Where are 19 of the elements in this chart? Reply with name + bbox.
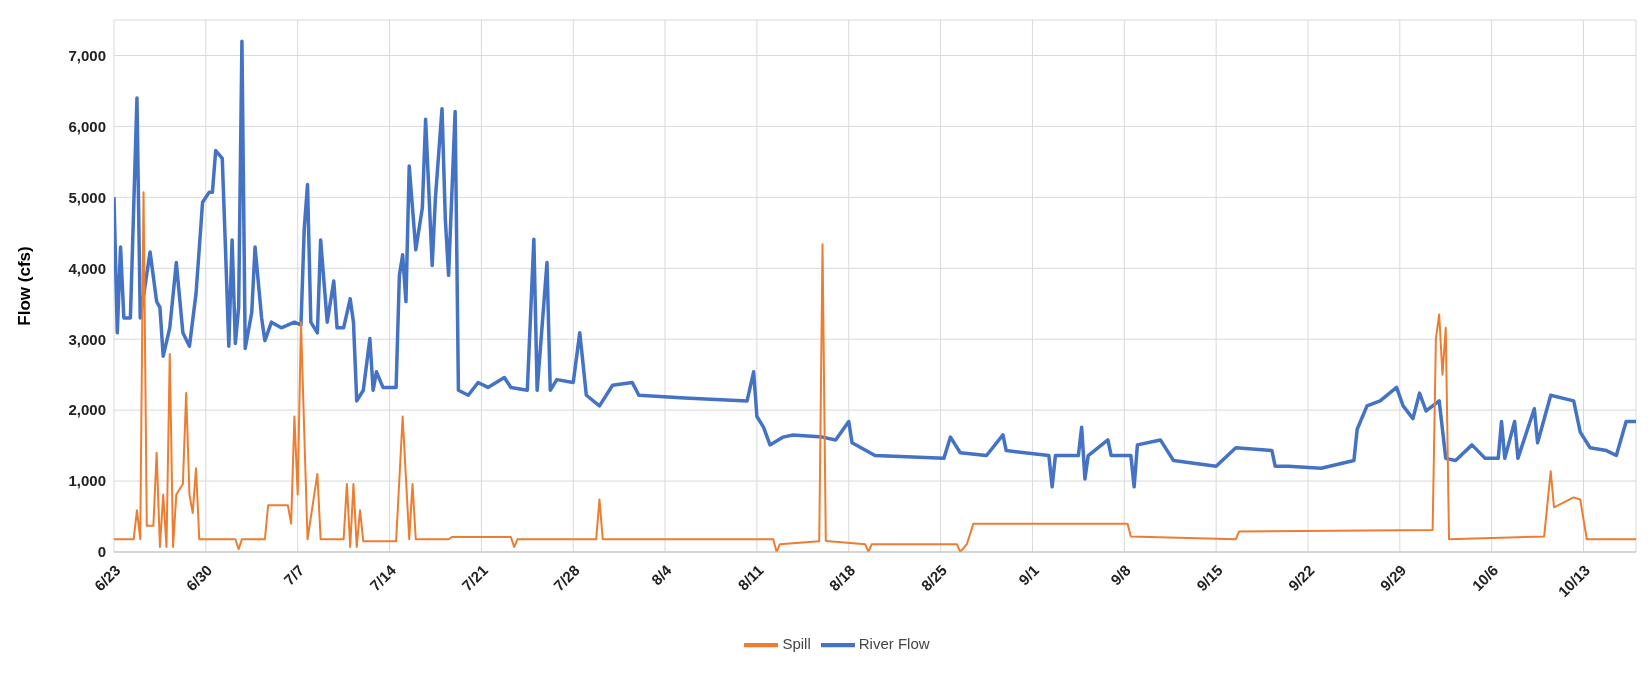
y-tick-label: 1,000 [68,472,106,490]
x-tick-label: 9/1 [1015,561,1042,589]
x-tick-label: 9/8 [1107,561,1134,589]
x-tick-label: 9/29 [1376,561,1410,595]
y-tick-label: 4,000 [68,259,106,277]
x-tick-label: 8/11 [734,561,767,594]
y-tick-label: 5,000 [68,188,106,206]
y-tick-label: 7,000 [68,46,106,64]
x-tick-label: 8/4 [647,561,676,589]
y-axis-title: Flow (cfs) [15,246,35,326]
legend-label: Spill [782,634,811,652]
y-tick-label: 2,000 [68,401,106,419]
x-tick-label: 7/21 [458,561,491,595]
legend-label: River Flow [858,634,930,652]
y-tick-label: 0 [97,543,106,561]
y-tick-label: 6,000 [68,117,106,135]
x-tick-label: 7/7 [280,561,308,589]
y-tick-label: 3,000 [68,330,106,348]
x-tick-label: 6/30 [182,561,216,595]
